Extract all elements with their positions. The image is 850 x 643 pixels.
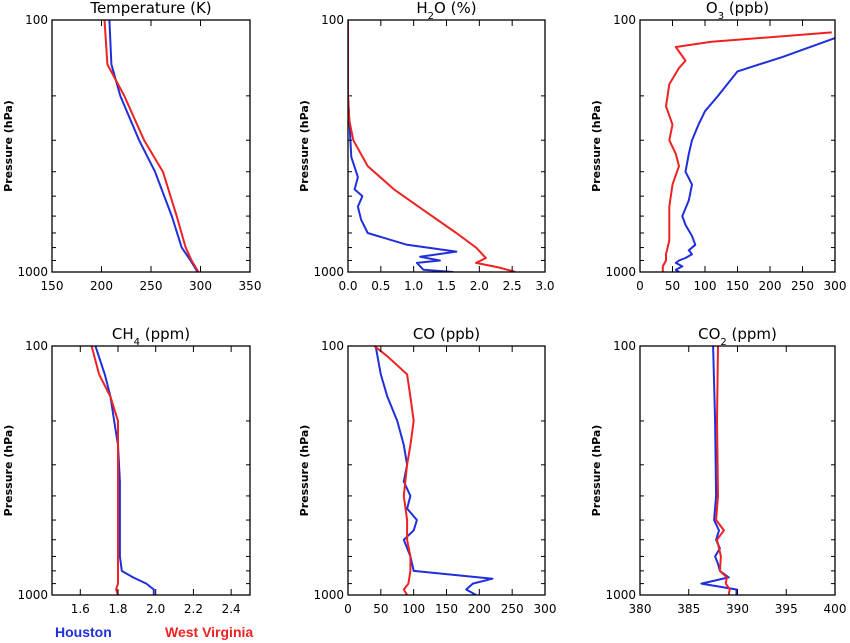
x-tick-label: 1.6 <box>71 602 90 616</box>
x-tick-label: 250 <box>791 279 814 293</box>
y-axis-label: Pressure (hPa) <box>590 100 603 192</box>
plot-frame <box>639 345 836 596</box>
x-tick-label: 300 <box>824 279 847 293</box>
x-tick-label: 0.0 <box>338 279 357 293</box>
x-tick-label: 0.5 <box>371 279 390 293</box>
y-tick-label: 100 <box>321 339 344 353</box>
x-tick-label: 2.0 <box>146 602 165 616</box>
y-tick-label: 100 <box>25 13 48 27</box>
x-tick-label: 200 <box>90 279 113 293</box>
chart-5-co-ppb: 0 50 100 150 200 250 300 100 1000 Pressure (hPa) C… <box>298 325 556 616</box>
series-line-houston <box>674 37 835 272</box>
x-tick-label: 300 <box>534 602 557 616</box>
chart-title: O3 (ppb) <box>706 0 769 22</box>
plot-frame <box>347 345 546 596</box>
y-axis-label: Pressure (hPa) <box>298 425 311 517</box>
series-line-west-virginia <box>661 31 832 272</box>
x-tick-label: 100 <box>402 602 425 616</box>
x-tick-label: 2.0 <box>470 279 489 293</box>
x-tick-label: 400 <box>824 602 847 616</box>
x-tick-label: 2.4 <box>222 602 241 616</box>
x-tick-label: 250 <box>501 602 524 616</box>
series-line-houston <box>700 346 738 595</box>
y-axis-label: Pressure (hPa) <box>298 100 311 192</box>
y-axis-label: Pressure (hPa) <box>2 425 15 517</box>
legend-west-virginia: West Virginia <box>165 624 254 640</box>
x-tick-label: 395 <box>775 602 798 616</box>
x-tick-label: 2.5 <box>503 279 522 293</box>
chart-title: CO2 (ppm) <box>698 325 777 348</box>
series-line-west-virginia <box>348 20 516 272</box>
chart-title: H2O (%) <box>416 0 476 22</box>
plot-frame <box>51 345 251 596</box>
x-tick-label: 50 <box>665 279 680 293</box>
x-tick-label: 0 <box>344 602 352 616</box>
y-tick-label: 1000 <box>17 588 48 602</box>
x-tick-label: 2.2 <box>184 602 203 616</box>
x-tick-label: 390 <box>726 602 749 616</box>
x-tick-label: 150 <box>435 602 458 616</box>
y-tick-label: 1000 <box>313 588 344 602</box>
series-line-west-virginia <box>715 346 731 595</box>
series-line-houston <box>348 20 458 272</box>
plot-frame <box>347 19 546 273</box>
x-tick-label: 1.8 <box>108 602 127 616</box>
y-axis-label: Pressure (hPa) <box>2 100 15 192</box>
x-tick-label: 100 <box>694 279 717 293</box>
x-tick-label: 150 <box>41 279 64 293</box>
y-tick-label: 100 <box>321 13 344 27</box>
x-tick-label: 0 <box>636 279 644 293</box>
x-tick-label: 1.5 <box>437 279 456 293</box>
series-line-west-virginia <box>103 20 200 272</box>
y-tick-label: 1000 <box>313 265 344 279</box>
x-tick-label: 250 <box>140 279 163 293</box>
y-tick-label: 100 <box>25 339 48 353</box>
x-tick-label: 200 <box>759 279 782 293</box>
series-line-houston <box>374 346 494 595</box>
x-tick-label: 1.0 <box>404 279 423 293</box>
x-tick-label: 385 <box>677 602 700 616</box>
x-tick-label: 350 <box>239 279 262 293</box>
plot-frame <box>51 19 251 273</box>
x-tick-label: 300 <box>189 279 212 293</box>
x-tick-label: 3.0 <box>535 279 554 293</box>
y-axis-label: Pressure (hPa) <box>590 425 603 517</box>
chart-title: Temperature (K) <box>89 0 211 17</box>
chart-4-ch4-ppm: 1.6 1.8 2.0 2.2 2.4 100 1000 Pressure (hPa) CH4 … <box>2 325 251 616</box>
chart-title: CO (ppb) <box>413 325 480 343</box>
y-tick-label: 1000 <box>605 588 636 602</box>
chart-6-co2-ppm: 380 385 390 395 400 100 1000 Pressure (hPa) CO2 … <box>590 325 846 616</box>
y-tick-label: 1000 <box>17 265 48 279</box>
series-line-west-virginia <box>90 346 119 595</box>
chart-3-o3-ppb: 0 50 100 150 200 250 300 100 1000 Pressure (hPa) O… <box>590 0 846 293</box>
chart-1-temperature-k: 150 200 250 300 350 100 1000 Pressure (hPa) Temp… <box>2 0 261 293</box>
legend-houston: Houston <box>55 624 112 640</box>
x-tick-label: 380 <box>629 602 652 616</box>
x-tick-label: 150 <box>726 279 749 293</box>
x-tick-label: 50 <box>373 602 388 616</box>
series-line-west-virginia <box>373 346 415 595</box>
series-line-houston <box>108 20 199 272</box>
x-tick-label: 200 <box>468 602 491 616</box>
chart-title: CH4 (ppm) <box>112 325 190 348</box>
y-tick-label: 1000 <box>605 265 636 279</box>
y-tick-label: 100 <box>613 13 636 27</box>
y-tick-label: 100 <box>613 339 636 353</box>
chart-2-h2o: 0.0 0.5 1.0 1.5 2.0 2.5 3.0 100 1000 Pressure (hP… <box>298 0 555 293</box>
